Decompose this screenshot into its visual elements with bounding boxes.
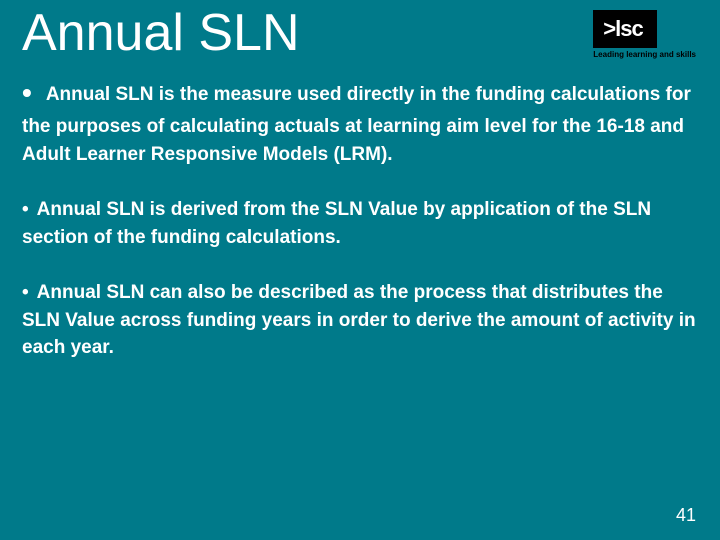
bullet-text: Annual SLN is derived from the SLN Value…	[22, 199, 651, 248]
bullet-icon: •	[22, 282, 29, 303]
bullet-icon: •	[22, 199, 29, 220]
bullet-item: •Annual SLN is the measure used directly…	[22, 73, 698, 169]
lsc-logo: >lsc	[593, 10, 656, 48]
page-number: 41	[676, 505, 696, 526]
logo-caption: Leading learning and skills	[593, 50, 696, 59]
bullet-text: Annual SLN is the measure used directly …	[22, 84, 691, 165]
bullet-text: Annual SLN can also be described as the …	[22, 282, 696, 358]
bullet-item: •Annual SLN is derived from the SLN Valu…	[22, 196, 698, 251]
bullet-icon: •	[22, 77, 32, 108]
slide-body: •Annual SLN is the measure used directly…	[0, 73, 720, 362]
logo-region: >lsc Leading learning and skills	[593, 10, 696, 59]
bullet-item: •Annual SLN can also be described as the…	[22, 279, 698, 362]
